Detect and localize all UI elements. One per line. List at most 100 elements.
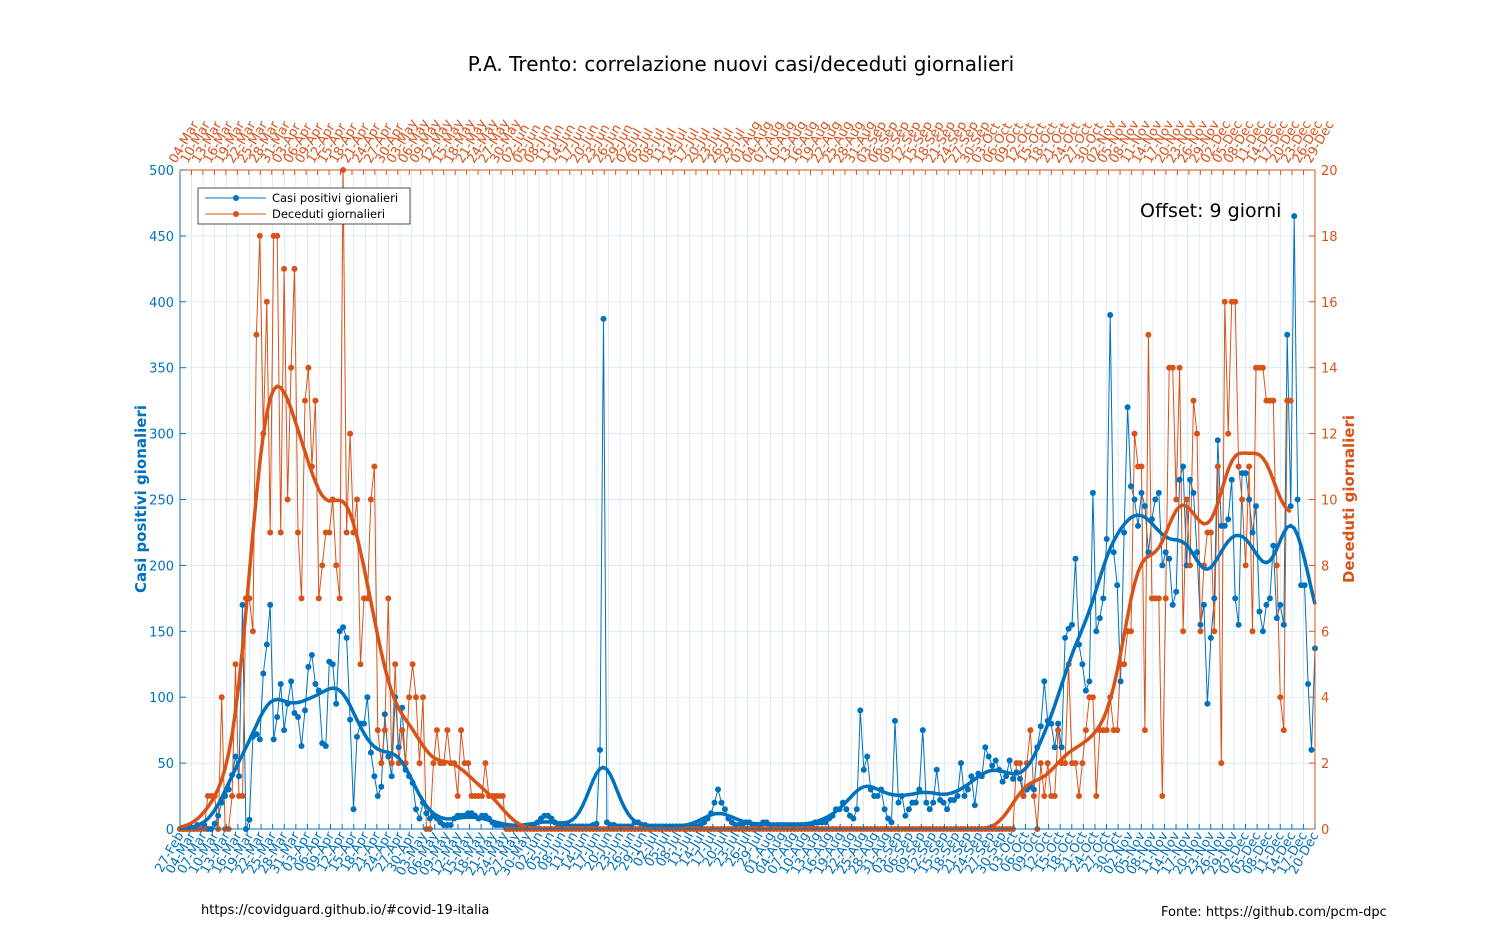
cases-point — [1131, 496, 1138, 503]
chart-title: P.A. Trento: correlazione nuovi casi/dec… — [468, 52, 1014, 76]
cases-point — [1232, 595, 1239, 602]
cases-point — [1176, 476, 1183, 483]
deaths-point — [291, 265, 298, 272]
deaths-point — [288, 364, 295, 371]
cases-point — [1273, 615, 1280, 622]
cases-point — [843, 806, 850, 813]
cases-point — [343, 634, 350, 641]
deaths-point — [416, 760, 423, 767]
cases-point — [989, 762, 996, 769]
deaths-point — [1242, 562, 1249, 569]
cases-point — [447, 822, 454, 828]
cases-point — [1159, 562, 1166, 569]
cases-point — [1305, 681, 1312, 687]
cases-point — [985, 753, 992, 760]
cases-point — [1277, 601, 1284, 608]
deaths-point — [1221, 298, 1228, 305]
cases-point — [367, 749, 374, 756]
cases-point — [1086, 678, 1093, 685]
deaths-point — [1037, 760, 1044, 767]
y-tick-label-right: 20 — [1321, 164, 1338, 179]
deaths-point — [378, 760, 385, 767]
cases-point — [295, 714, 301, 720]
cases-point — [964, 786, 971, 793]
cases-point — [291, 710, 298, 716]
cases-point — [1062, 634, 1069, 641]
cases-point — [1294, 496, 1301, 503]
cases-point — [968, 773, 975, 780]
y-axis-label-left: Casi positivi gionalieri — [132, 405, 150, 593]
deaths-point — [284, 496, 291, 503]
cases-point — [1166, 555, 1173, 562]
deaths-point — [326, 529, 333, 536]
cases-point — [288, 678, 295, 685]
cases-point — [1114, 582, 1121, 589]
cases-point — [388, 773, 395, 780]
cases-point — [923, 799, 930, 806]
cases-point — [340, 624, 347, 631]
deaths-point — [333, 562, 340, 569]
deaths-point — [302, 397, 308, 404]
cases-point — [902, 812, 909, 819]
cases-point — [926, 806, 933, 813]
deaths-point — [1207, 529, 1214, 536]
deaths-point — [1273, 562, 1280, 569]
cases-point — [1197, 621, 1204, 628]
deaths-point — [277, 529, 284, 536]
deaths-point — [267, 529, 274, 536]
cases-point — [958, 760, 964, 767]
cases-point — [548, 815, 555, 822]
deaths-point — [1121, 661, 1128, 668]
legend-marker-deaths — [233, 211, 239, 217]
cases-point — [1010, 775, 1016, 782]
cases-point — [1103, 536, 1110, 542]
cases-point — [857, 707, 864, 714]
deaths-point — [1138, 463, 1145, 470]
cases-point — [374, 793, 381, 799]
cases-point — [312, 681, 319, 687]
ticks: 0 50 100 150 200 250 300 350 400 450 500 0 2 4 6 8 10 12 1… — [149, 117, 1337, 879]
deaths-point — [1155, 595, 1162, 602]
cases-point — [354, 733, 360, 740]
cases-point — [1200, 601, 1207, 608]
deaths-point — [343, 529, 350, 536]
deaths-point — [1079, 760, 1086, 767]
deaths-point — [1187, 562, 1193, 569]
deaths-point — [274, 232, 281, 239]
cases-point — [1263, 601, 1270, 608]
cases-point — [885, 815, 892, 822]
cases-point — [1069, 621, 1075, 628]
deaths-point — [1249, 628, 1256, 635]
footer-source-link[interactable]: https://covidguard.github.io/#covid-19-i… — [201, 903, 490, 918]
cases-point — [302, 707, 308, 714]
y-tick-label-left: 300 — [149, 428, 174, 443]
cases-point — [211, 820, 218, 827]
deaths-point — [371, 463, 378, 470]
footer-data-source[interactable]: Fonte: https://github.com/pcm-dpc — [1161, 905, 1387, 920]
deaths-point — [1017, 760, 1023, 767]
cases-point — [1030, 786, 1037, 793]
y-tick-label-left: 500 — [149, 164, 174, 179]
cases-point — [267, 601, 274, 608]
deaths-point — [312, 397, 319, 404]
cases-point — [1180, 463, 1187, 470]
cases-point — [336, 628, 343, 635]
deaths-point — [367, 496, 374, 503]
cases-point — [1051, 744, 1058, 751]
cases-point — [1065, 625, 1072, 632]
cases-point — [992, 757, 999, 764]
deaths-point — [1141, 727, 1148, 734]
deaths-point — [239, 793, 246, 799]
cases-point — [1128, 483, 1134, 490]
cases-point — [892, 717, 898, 724]
cases-point — [1270, 542, 1277, 549]
deaths-point — [354, 496, 360, 503]
deaths-point — [1270, 397, 1277, 404]
deaths-point — [1072, 760, 1079, 767]
y-tick-label-left: 250 — [149, 494, 174, 509]
cases-point — [329, 661, 336, 668]
cases-point — [1253, 503, 1259, 510]
legend-marker-cases — [233, 195, 239, 201]
cases-point — [597, 746, 603, 753]
offset-annotation: Offset: 9 giorni — [1140, 200, 1281, 222]
